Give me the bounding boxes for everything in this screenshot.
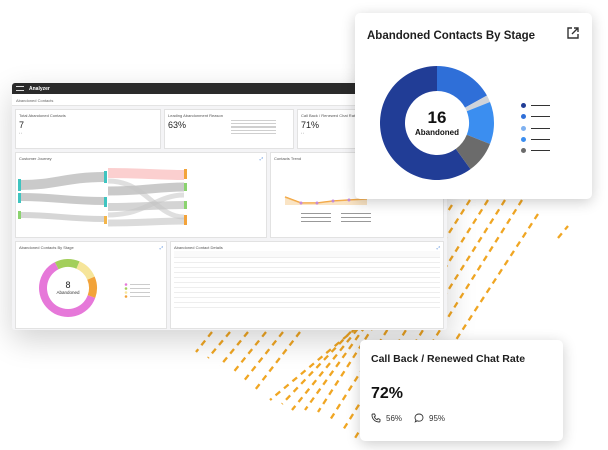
donut-label: Abandoned	[415, 128, 459, 137]
table-row[interactable]	[174, 283, 440, 288]
kpi-title: Leading Abandonment Reason	[168, 113, 223, 118]
table-row[interactable]	[174, 278, 440, 283]
small-donut-legend	[124, 283, 150, 298]
kpi-sub: • •	[301, 131, 304, 135]
donut-segment[interactable]	[39, 262, 96, 317]
panel-expand-icon[interactable]: ⤢	[259, 156, 263, 161]
customer-journey-panel: Customer Journey ⤢	[15, 152, 267, 238]
legend-dot	[521, 148, 526, 154]
dashboard-header: Analyzer	[12, 83, 447, 94]
small-abandoned-by-stage-panel: Abandoned Contacts By Stage ⤢ 8 Abandone…	[15, 241, 167, 329]
kpi-value: 7	[19, 120, 25, 130]
kpi-leading-reason: Leading Abandonment Reason 63%	[164, 109, 294, 149]
callback-rate-value: 72%	[371, 385, 404, 402]
table-row[interactable]	[174, 293, 440, 298]
callback-rate-card: Call Back / Renewed Chat Rate 72% 56% 95…	[360, 340, 563, 441]
legend-item	[521, 111, 550, 122]
abandoned-by-stage-card: Abandoned Contacts By Stage 16 Abandoned	[355, 13, 592, 199]
panel-expand-icon[interactable]: ⤢	[159, 245, 163, 250]
legend-dot	[521, 125, 526, 131]
donut-segment[interactable]	[87, 276, 97, 298]
abandoned-donut-chart	[380, 66, 494, 180]
kpi-value: 63%	[168, 120, 187, 130]
table-row[interactable]	[174, 273, 440, 278]
breadcrumb: Abandoned Contacts	[12, 94, 447, 106]
details-table	[174, 251, 440, 308]
sankey-diagram	[18, 168, 187, 227]
donut-center: 16 Abandoned	[379, 65, 495, 181]
kpi-sub: • •	[19, 131, 22, 135]
kpi-value: 71%	[301, 120, 320, 130]
panel-title: Abandoned Contacts By Stage	[19, 245, 74, 250]
donut-segment[interactable]	[466, 102, 494, 144]
app-name: Analyzer	[29, 85, 50, 92]
small-donut-value: 8	[65, 280, 71, 290]
donut-value: 16	[427, 108, 447, 127]
menu-icon[interactable]	[16, 86, 24, 91]
donut-segment[interactable]	[76, 261, 95, 280]
legend-item	[521, 100, 550, 111]
chat-bubble-icon	[414, 413, 424, 423]
table-row[interactable]	[174, 258, 440, 263]
panel-title: Customer Journey	[19, 156, 52, 161]
panel-title: Abandoned Contact Details	[174, 245, 223, 250]
kpi-title: Call Back / Renewed Chat Rate	[301, 113, 358, 118]
kpi-reason-list	[231, 120, 276, 136]
chat-rate-value: 95%	[429, 413, 446, 423]
legend-dot	[521, 114, 526, 120]
kpi-title: Total Abandoned Contacts	[19, 113, 66, 118]
donut-segment[interactable]	[437, 66, 487, 108]
table-row[interactable]	[174, 263, 440, 268]
table-row[interactable]	[174, 288, 440, 293]
call-rate-stat: 56%	[371, 413, 402, 423]
donut-segment[interactable]	[455, 134, 490, 170]
kpi-total-abandoned: Total Abandoned Contacts 7 • •	[15, 109, 161, 149]
table-row[interactable]	[174, 268, 440, 273]
legend-dot	[521, 137, 526, 143]
legend-item	[521, 123, 550, 134]
legend-item	[521, 134, 550, 145]
small-donut-label: Abandoned	[56, 290, 80, 295]
donut-segment[interactable]	[465, 95, 490, 112]
legend-dot	[521, 103, 526, 109]
donut-segment[interactable]	[54, 259, 80, 270]
trend-line-chart	[284, 196, 371, 222]
call-rate-value: 56%	[386, 413, 403, 423]
table-row[interactable]	[174, 303, 440, 308]
table-header	[174, 251, 440, 258]
legend-item	[521, 145, 550, 156]
small-donut-chart	[39, 259, 97, 317]
card-title: Abandoned Contacts By Stage	[367, 30, 536, 42]
donut-segment[interactable]	[380, 66, 471, 180]
panel-expand-icon[interactable]: ⤢	[436, 245, 440, 250]
external-link-icon[interactable]	[566, 26, 580, 40]
donut-legend	[521, 100, 550, 156]
chat-rate-stat: 95%	[414, 413, 445, 423]
panel-title: Contacts Trend	[274, 156, 302, 161]
callback-stats: 56% 95%	[371, 413, 457, 423]
phone-icon	[371, 413, 381, 423]
abandoned-contact-details-panel: Abandoned Contact Details ⤢	[170, 241, 444, 329]
table-row[interactable]	[174, 298, 440, 303]
card-title: Call Back / Renewed Chat Rate	[371, 353, 526, 365]
